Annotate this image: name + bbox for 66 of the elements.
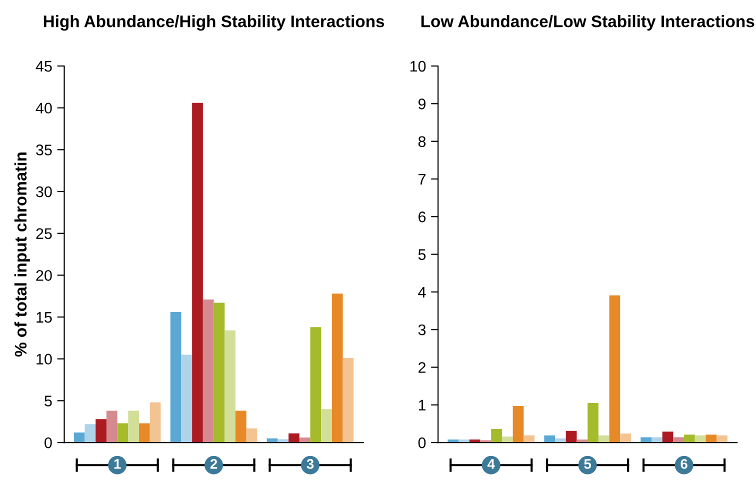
y-tick-label: 3 (418, 324, 426, 336)
y-tick-label: 40 (36, 102, 52, 114)
bar (224, 330, 236, 443)
y-tick-label: 35 (36, 144, 52, 156)
bar (128, 410, 140, 443)
bar (74, 432, 85, 443)
chart-title: High Abundance/High Stability Interactions (44, 15, 384, 31)
bar (544, 435, 556, 443)
x-tick-label: 5 (584, 459, 592, 469)
bar (84, 424, 96, 443)
bar (246, 428, 258, 443)
bar (588, 403, 598, 443)
bar (310, 327, 322, 443)
y-tick-label: 8 (418, 136, 426, 148)
bar (684, 434, 695, 443)
y-tick-label: 25 (36, 228, 52, 240)
bar (170, 312, 182, 443)
bar (332, 294, 343, 443)
bar (620, 434, 631, 443)
y-axis-title: % of total input chromatin (14, 152, 30, 357)
y-tick-label: 15 (36, 312, 52, 323)
bar (139, 423, 150, 443)
y-tick-label: 1 (418, 400, 426, 410)
y-tick-label: 2 (418, 362, 426, 373)
y-tick-label: 5 (44, 396, 52, 406)
bar (706, 434, 717, 443)
y-tick-label: 10 (36, 354, 52, 365)
bar (117, 423, 128, 443)
y-tick-label: 30 (36, 186, 52, 198)
x-tick-label: 6 (680, 459, 688, 469)
bar (491, 428, 502, 443)
x-tick-label: 4 (487, 459, 495, 469)
bar (214, 302, 225, 443)
chart-title: Low Abundance/Low Stability Interactions (421, 15, 754, 31)
bar (235, 410, 246, 443)
x-tick-label: 3 (306, 459, 314, 469)
bar (278, 439, 289, 443)
bar (524, 435, 535, 443)
bar (202, 299, 214, 443)
bar (106, 410, 118, 443)
bar (181, 354, 192, 443)
bar (512, 406, 524, 443)
bar (716, 435, 728, 443)
y-tick-label: 9 (418, 98, 426, 110)
bar (566, 430, 577, 443)
y-tick-label: 0 (44, 437, 52, 448)
y-tick-label: 4 (418, 286, 426, 298)
bar (321, 409, 332, 443)
bar (598, 435, 610, 443)
bar (288, 433, 300, 443)
y-tick-label: 45 (36, 61, 52, 72)
bar (342, 358, 354, 443)
y-tick-label: 6 (418, 211, 426, 222)
x-tick-label: 1 (114, 459, 121, 469)
bar (150, 402, 161, 443)
bar (662, 432, 674, 443)
y-tick-label: 10 (410, 60, 426, 72)
y-tick-label: 5 (418, 249, 426, 260)
bar (96, 419, 106, 443)
y-tick-label: 20 (36, 270, 52, 281)
y-tick-label: 7 (418, 174, 426, 185)
y-tick-label: 0 (418, 437, 426, 448)
x-tick-label: 2 (210, 459, 218, 469)
bar (609, 295, 620, 443)
bar (502, 436, 513, 443)
bar (192, 102, 203, 443)
